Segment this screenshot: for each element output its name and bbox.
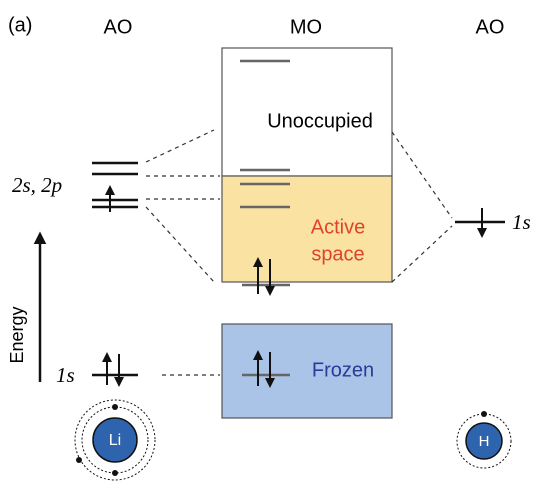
h-atom: H — [457, 411, 511, 468]
region-label: space — [311, 243, 364, 265]
active-box — [222, 176, 392, 282]
column-header: MO — [290, 16, 322, 38]
level-label: 1s — [56, 363, 75, 387]
li-atom: Li — [75, 400, 155, 480]
atom-label: H — [479, 433, 490, 450]
column-header: AO — [104, 16, 133, 38]
atom-label: Li — [109, 432, 121, 449]
column-header: AO — [476, 16, 505, 38]
level-label: 1s — [512, 210, 531, 234]
level-label: 2s, 2p — [12, 173, 62, 197]
region-label: Active — [311, 216, 365, 238]
region-label: Unoccupied — [267, 110, 373, 132]
diagram: (a) AO MO AO Unoccupied Active space Fro… — [0, 0, 539, 486]
panel-label: (a) — [8, 14, 32, 36]
axis-label: Energy — [7, 306, 27, 363]
region-label: Frozen — [312, 359, 374, 381]
